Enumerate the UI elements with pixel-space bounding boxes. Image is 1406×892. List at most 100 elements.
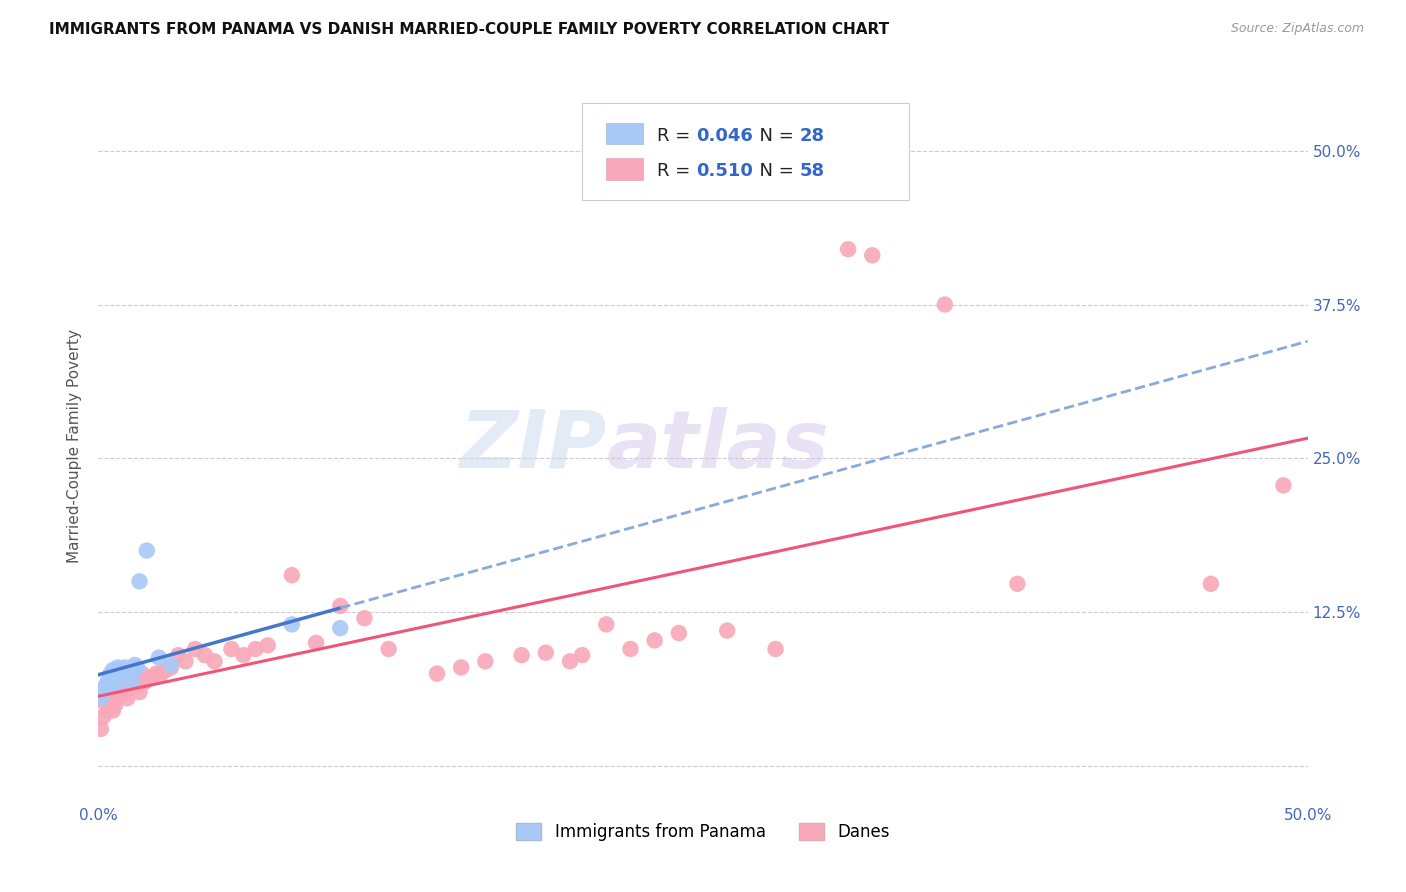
Point	[155, 663, 177, 677]
Point	[114, 685, 136, 699]
Point	[571, 648, 593, 662]
Point	[107, 691, 129, 706]
Point	[111, 668, 134, 682]
Point	[131, 666, 153, 681]
Text: N =: N =	[748, 162, 799, 180]
Point	[111, 663, 134, 677]
FancyBboxPatch shape	[606, 159, 643, 180]
Point	[305, 636, 328, 650]
Point	[329, 621, 352, 635]
Point	[558, 654, 581, 668]
Point	[91, 685, 114, 699]
Point	[135, 673, 157, 687]
Text: ZIP: ZIP	[458, 407, 606, 485]
Point	[128, 685, 150, 699]
Point	[134, 675, 156, 690]
Point	[450, 660, 472, 674]
Point	[281, 617, 304, 632]
Point	[160, 658, 183, 673]
Point	[104, 679, 127, 693]
Point	[100, 673, 122, 687]
Point	[97, 673, 120, 687]
Y-axis label: Married-Couple Family Poverty: Married-Couple Family Poverty	[67, 329, 83, 563]
Point	[184, 642, 207, 657]
Text: atlas: atlas	[606, 407, 830, 485]
Point	[353, 611, 375, 625]
Point	[1007, 576, 1029, 591]
Point	[245, 642, 267, 657]
Point	[194, 648, 217, 662]
Text: Source: ZipAtlas.com: Source: ZipAtlas.com	[1230, 22, 1364, 36]
Point	[426, 666, 449, 681]
Point	[934, 297, 956, 311]
Point	[107, 666, 129, 681]
Point	[121, 679, 143, 693]
Point	[837, 242, 859, 256]
Point	[256, 638, 278, 652]
Point	[716, 624, 738, 638]
FancyBboxPatch shape	[582, 103, 908, 200]
Point	[101, 663, 124, 677]
Point	[117, 666, 139, 681]
Point	[118, 665, 141, 680]
Point	[765, 642, 787, 657]
Point	[281, 568, 304, 582]
Point	[117, 691, 139, 706]
Point	[148, 650, 170, 665]
Point	[94, 679, 117, 693]
Point	[104, 698, 127, 712]
Point	[107, 660, 129, 674]
Text: IMMIGRANTS FROM PANAMA VS DANISH MARRIED-COUPLE FAMILY POVERTY CORRELATION CHART: IMMIGRANTS FROM PANAMA VS DANISH MARRIED…	[49, 22, 890, 37]
Point	[860, 248, 883, 262]
Point	[145, 666, 167, 681]
Point	[127, 660, 149, 674]
Point	[100, 691, 122, 706]
Point	[91, 709, 114, 723]
Point	[108, 665, 131, 680]
Point	[114, 660, 136, 674]
Point	[221, 642, 243, 657]
Point	[97, 704, 120, 718]
Text: 0.510: 0.510	[696, 162, 752, 180]
Point	[204, 654, 226, 668]
Text: R =: R =	[657, 127, 696, 145]
Point	[167, 648, 190, 662]
Point	[619, 642, 641, 657]
Point	[135, 543, 157, 558]
FancyBboxPatch shape	[606, 123, 643, 145]
Point	[124, 673, 146, 687]
Point	[474, 654, 496, 668]
Point	[108, 685, 131, 699]
Point	[111, 685, 134, 699]
Point	[329, 599, 352, 613]
Text: 0.046: 0.046	[696, 127, 752, 145]
Point	[127, 679, 149, 693]
Point	[160, 660, 183, 674]
Point	[377, 642, 399, 657]
Point	[595, 617, 617, 632]
Point	[128, 574, 150, 589]
Point	[124, 658, 146, 673]
Point	[668, 626, 690, 640]
Text: N =: N =	[748, 127, 799, 145]
Point	[101, 704, 124, 718]
Text: 28: 28	[800, 127, 825, 145]
Point	[90, 691, 112, 706]
Point	[101, 670, 124, 684]
Text: R =: R =	[657, 162, 696, 180]
Point	[141, 670, 163, 684]
Point	[644, 633, 666, 648]
Point	[510, 648, 533, 662]
Point	[94, 698, 117, 712]
Point	[118, 679, 141, 693]
Text: 58: 58	[800, 162, 825, 180]
Point	[100, 666, 122, 681]
Point	[1199, 576, 1222, 591]
Point	[104, 666, 127, 681]
Point	[232, 648, 254, 662]
Point	[534, 646, 557, 660]
Point	[108, 673, 131, 687]
Point	[174, 654, 197, 668]
Legend: Immigrants from Panama, Danes: Immigrants from Panama, Danes	[509, 816, 897, 848]
Point	[90, 722, 112, 736]
